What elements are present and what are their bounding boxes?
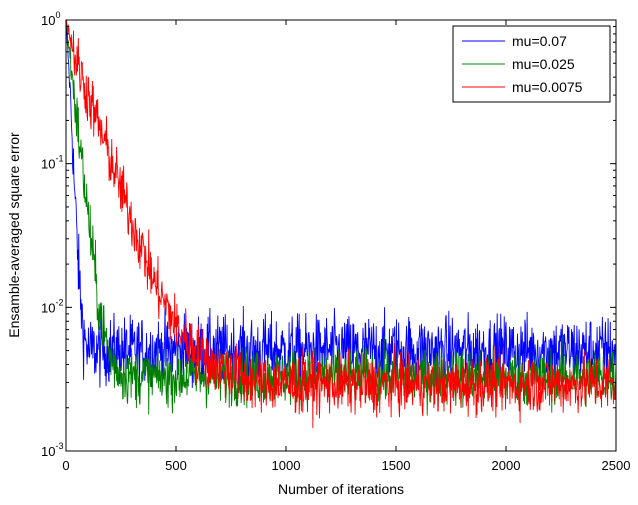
- y-tick-label: 10-3: [41, 441, 63, 459]
- x-tick-label: 1000: [272, 458, 301, 473]
- legend-label-0: mu=0.07: [512, 33, 567, 49]
- y-tick-label: 100: [41, 10, 60, 28]
- x-axis: 0 500 1000 1500 2000 2500: [62, 20, 630, 473]
- y-tick-exponent: -2: [55, 297, 63, 307]
- legend-label-2: mu=0.0075: [512, 79, 583, 95]
- y-axis-title: Ensamble-averaged square error: [6, 132, 22, 338]
- x-tick-label: 2000: [492, 458, 521, 473]
- x-tick-label: 1500: [382, 458, 411, 473]
- plot-frame: [65, 19, 617, 452]
- y-tick-exponent: -1: [55, 154, 63, 164]
- y-tick-exponent: 0: [55, 10, 60, 20]
- y-tick-label: 10-2: [41, 297, 63, 315]
- legend-label-1: mu=0.025: [512, 56, 575, 72]
- y-tick-exponent: -3: [55, 441, 63, 451]
- legend: mu=0.07 mu=0.025 mu=0.0075: [452, 25, 611, 103]
- y-tick-base: 10: [41, 300, 55, 315]
- series-line-2: [65, 19, 617, 429]
- y-tick-label: 10-1: [41, 154, 63, 172]
- x-tick-label: 2500: [602, 458, 631, 473]
- x-axis-title: Number of iterations: [278, 481, 404, 497]
- y-tick-base: 10: [41, 157, 55, 172]
- y-tick-base: 10: [41, 444, 55, 459]
- y-tick-base: 10: [41, 13, 55, 28]
- x-tick-label: 0: [62, 458, 69, 473]
- series-layer: [65, 19, 617, 429]
- x-tick-label: 500: [165, 458, 187, 473]
